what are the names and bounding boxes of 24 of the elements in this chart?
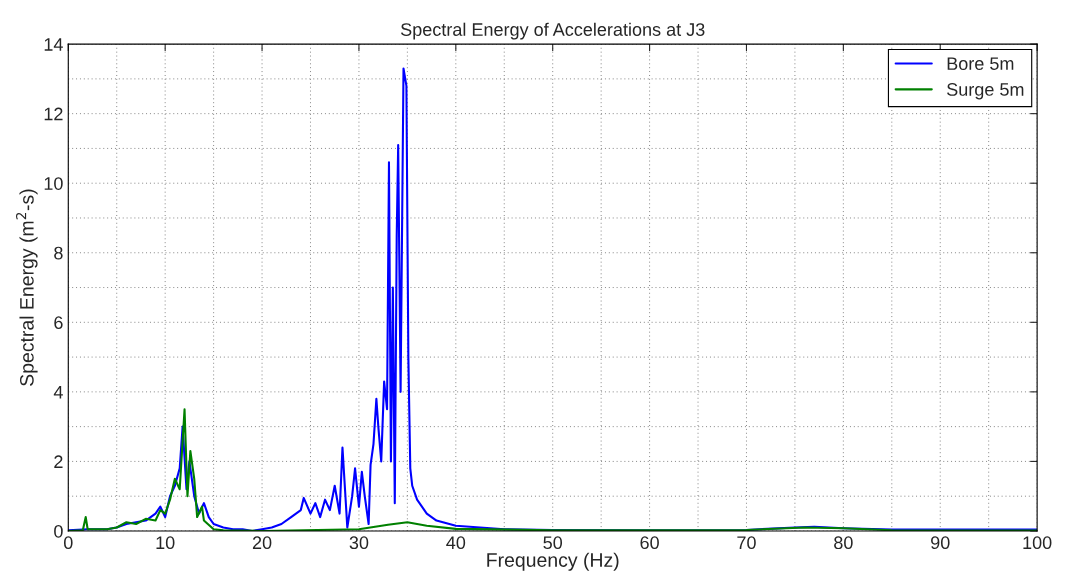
y-axis-title: Spectral Energy (m$^{2}$-s) [16, 189, 38, 386]
x-tick-label: 60 [640, 536, 659, 550]
legend-label: Surge 5m [947, 83, 1024, 100]
x-tick-label: 10 [156, 536, 175, 550]
x-tick-label: 90 [931, 536, 950, 550]
x-tick-label: 50 [543, 536, 563, 550]
x-tick-label: 100 [1023, 536, 1052, 550]
x-tick-label: 70 [737, 536, 756, 550]
y-tick-label: 14 [44, 38, 63, 51]
x-tick-label: 30 [349, 536, 369, 550]
y-tick-label: 8 [54, 246, 63, 260]
x-axis-title: Frequency (Hz) [487, 552, 619, 571]
x-tick-label: 0 [63, 536, 73, 550]
y-tick-label: 6 [54, 316, 63, 330]
y-tick-label: 12 [44, 107, 63, 121]
x-tick-label: 20 [252, 536, 272, 550]
y-tick-label: 4 [53, 385, 63, 399]
x-tick-label: 80 [834, 536, 853, 550]
legend-label: Bore 5m [947, 57, 1014, 70]
y-tick-label: 0 [54, 524, 63, 538]
y-tick-label: 2 [54, 455, 63, 468]
x-tick-label: 40 [446, 536, 466, 550]
y-tick-label: 10 [44, 177, 63, 190]
chart-title: Spectral Energy of Accelerations at J3 [400, 22, 705, 40]
